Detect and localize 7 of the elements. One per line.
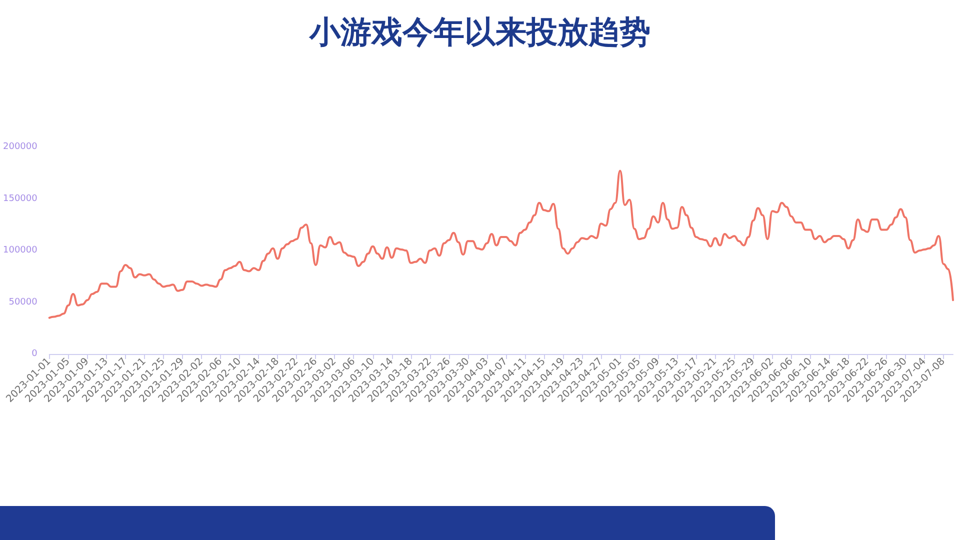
y-tick-label: 150000 — [2, 194, 38, 204]
line-series — [48, 170, 954, 319]
y-tick-label: 100000 — [2, 246, 38, 256]
y-tick-label: 0 — [32, 349, 38, 359]
y-tick-label: 50000 — [8, 297, 38, 308]
chart-title: 小游戏今年以来投放趋势 — [308, 14, 650, 50]
y-tick-label: 200000 — [2, 142, 38, 152]
